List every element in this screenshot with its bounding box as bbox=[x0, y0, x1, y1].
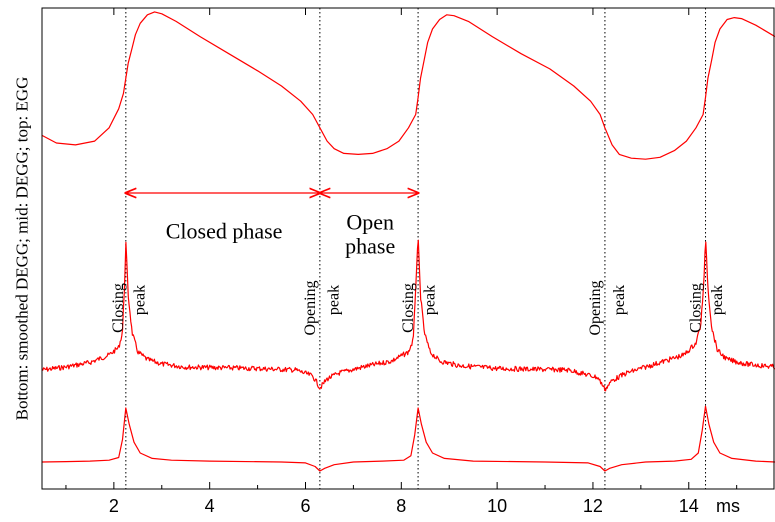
x-tick-label: 4 bbox=[205, 496, 215, 516]
series-degg bbox=[41, 239, 775, 392]
annotation-peak: peak bbox=[611, 285, 628, 315]
x-tick-label: 8 bbox=[396, 496, 406, 516]
annotation-peak: peak bbox=[422, 285, 439, 315]
phase-guide-lines bbox=[125, 8, 707, 489]
annotation-closing: Closing bbox=[688, 283, 705, 333]
series-egg bbox=[41, 11, 775, 160]
annotation-phase: phase bbox=[345, 234, 395, 259]
annotation-open: Open bbox=[346, 210, 394, 235]
y-axis-label: Bottom: smoothed DEGG; mid: DEGG; top: E… bbox=[13, 77, 32, 421]
annotation-peak: peak bbox=[326, 285, 343, 315]
x-unit-label: ms bbox=[716, 496, 740, 516]
annotation-closing: Closing bbox=[400, 283, 417, 333]
annotation-closing: Closing bbox=[110, 283, 127, 333]
x-tick-label: 14 bbox=[679, 496, 699, 516]
annotation-closed-phase: Closed phase bbox=[166, 219, 283, 244]
annotation-peak: peak bbox=[709, 285, 726, 315]
annotation-peak: peak bbox=[132, 285, 149, 315]
x-tick-label: 2 bbox=[109, 496, 119, 516]
plot-frame bbox=[41, 7, 775, 490]
x-tick-label: 10 bbox=[487, 496, 507, 516]
annotation-opening: Opening bbox=[587, 280, 604, 335]
curves bbox=[41, 11, 775, 472]
x-tick-label: 6 bbox=[300, 496, 310, 516]
x-tick-label: 12 bbox=[583, 496, 603, 516]
series-smoothed-degg bbox=[41, 405, 775, 472]
x-axis-ticks: 2 4 6 8 10 12 14 bbox=[65, 8, 738, 516]
annotation-opening: Opening bbox=[302, 280, 319, 335]
